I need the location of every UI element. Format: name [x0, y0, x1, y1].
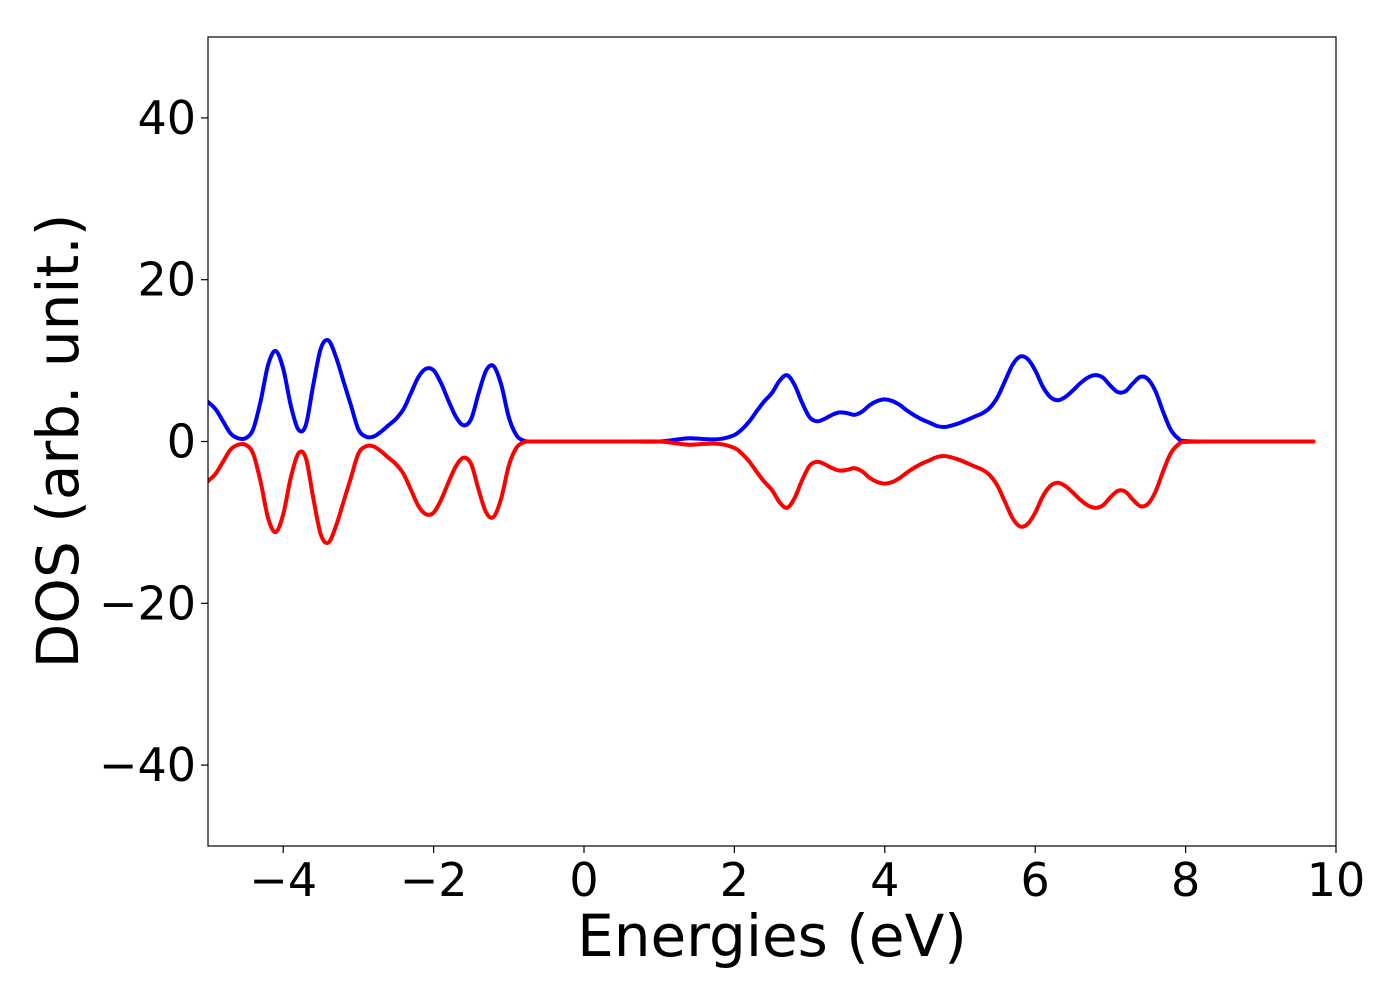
series-layer	[208, 338, 1316, 545]
y-tick-label: −40	[99, 738, 196, 792]
y-tick-label: 40	[137, 91, 196, 145]
series-line-blue	[208, 338, 1316, 444]
x-tick-label: 6	[1021, 853, 1050, 907]
y-tick-label: 20	[137, 253, 196, 307]
x-tick-label: 0	[569, 853, 598, 907]
x-tick-label: 4	[870, 853, 899, 907]
plot-area	[208, 338, 1316, 545]
x-tick-label: 8	[1171, 853, 1200, 907]
x-tick-label: −2	[400, 853, 468, 907]
x-axis-ticks: −4 −2 0 2 4 6 8 10	[249, 846, 1365, 907]
x-tick-label: 2	[720, 853, 749, 907]
y-axis-ticks: 40 20 0 −20 −40	[99, 91, 208, 792]
y-tick-label: 0	[167, 415, 196, 469]
x-tick-label: 10	[1307, 853, 1366, 907]
x-tick-label: −4	[249, 853, 317, 907]
series-line-red	[208, 439, 1316, 545]
y-tick-label: −20	[99, 576, 196, 630]
y-axis-title: DOS (arb. unit.)	[24, 214, 92, 669]
x-axis-title: Energies (eV)	[577, 902, 967, 970]
